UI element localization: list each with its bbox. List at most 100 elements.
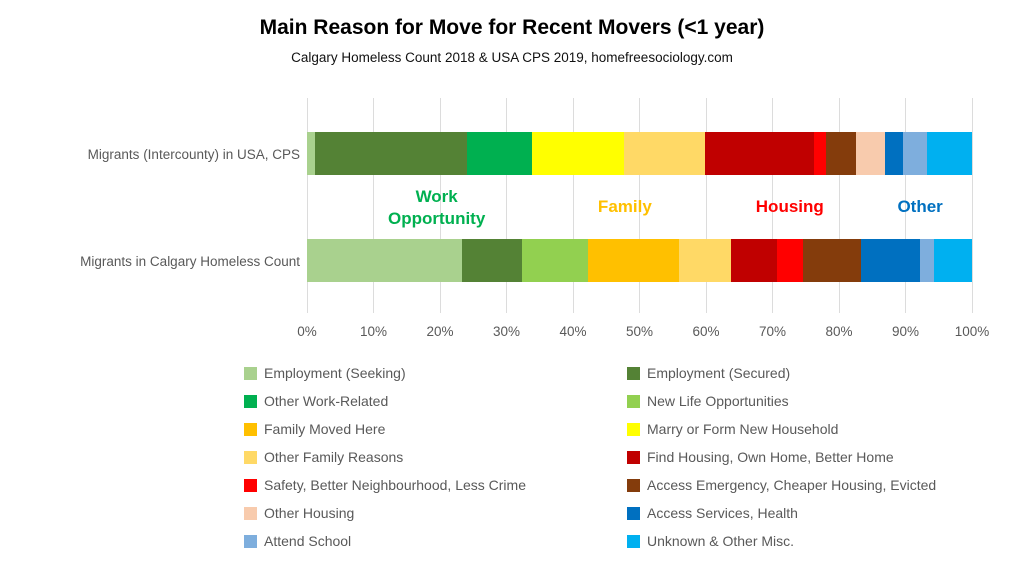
bar-segment	[705, 132, 815, 175]
group-label-other: Other	[897, 197, 943, 216]
x-axis-tick: 40%	[559, 324, 587, 339]
stacked-bar-usa	[307, 132, 973, 175]
legend-label: Marry or Form New Household	[647, 421, 839, 437]
gridline	[838, 98, 840, 313]
legend-label: Other Family Reasons	[264, 449, 404, 465]
x-axis: 0% 10% 20% 30% 40% 50% 60% 70% 80% 90% 100%	[297, 324, 989, 342]
legend-label: Access Services, Health	[647, 505, 798, 521]
bar-segment	[802, 239, 861, 282]
legend-swatch	[627, 534, 640, 548]
legend-label: Find Housing, Own Home, Better Home	[647, 449, 894, 465]
x-axis-tick: 100%	[954, 324, 990, 339]
bar-segment	[307, 132, 315, 175]
gridline	[506, 98, 507, 313]
gridline	[439, 98, 441, 313]
bar-segment	[776, 239, 803, 282]
bar-segment	[521, 239, 588, 282]
legend-item: Access Emergency, Cheaper Housing, Evict…	[627, 471, 1024, 499]
legend-item: Employment (Seeking)	[244, 359, 627, 387]
group-label-work-opportunity: Work Opportunity	[388, 187, 486, 228]
x-axis-tick: 20%	[426, 324, 454, 339]
gridline	[971, 98, 973, 313]
legend-label: Family Moved Here	[264, 421, 386, 437]
bar-segment	[462, 239, 522, 282]
bar-segment	[860, 239, 920, 282]
bar-segment	[884, 132, 903, 175]
group-label-family: Family	[597, 197, 652, 216]
legend-label: New Life Opportunities	[647, 393, 789, 409]
legend-swatch	[627, 366, 640, 380]
x-axis-tick: 10%	[359, 324, 388, 339]
bar-segment	[855, 132, 885, 175]
legend-item: Find Housing, Own Home, Better Home	[627, 443, 1024, 471]
gridline	[705, 98, 707, 313]
legend-item: Access Services, Health	[627, 499, 1024, 527]
legend-item: Family Moved Here	[244, 415, 627, 443]
bar-segment	[587, 239, 679, 282]
legend-swatch	[627, 450, 640, 464]
bar-segment	[902, 132, 927, 175]
legend-item: Unknown & Other Misc.	[627, 527, 1024, 555]
bar-segment	[826, 132, 856, 175]
legend-swatch	[627, 478, 640, 492]
legend-label: Other Housing	[264, 505, 355, 521]
legend-item: Other Work-Related	[244, 387, 627, 415]
bar-segment	[314, 132, 468, 175]
legend-label: Other Work-Related	[264, 393, 389, 409]
legend-item: Other Family Reasons	[244, 443, 627, 471]
x-axis-tick: 90%	[891, 324, 920, 339]
legend-item: Marry or Form New Household	[627, 415, 1024, 443]
legend-swatch	[627, 422, 640, 436]
gridline	[772, 98, 773, 313]
category-label-calgary: Migrants in Calgary Homeless Count	[80, 254, 300, 269]
legend-item: Safety, Better Neighbourhood, Less Crime	[244, 471, 627, 499]
legend-label: Access Emergency, Cheaper Housing, Evict…	[647, 477, 937, 493]
bar-segment	[678, 239, 731, 282]
plot-area: Work Opportunity Family Housing Other	[306, 98, 973, 313]
bar-segment	[532, 132, 624, 175]
gridline	[373, 98, 374, 313]
group-label-housing: Housing	[755, 197, 824, 216]
bar-segment	[920, 239, 934, 282]
legend-swatch	[244, 450, 257, 464]
legend-item: Employment (Secured)	[627, 359, 1024, 387]
legend-swatch	[627, 506, 640, 520]
legend-swatch	[244, 366, 257, 380]
chart-subtitle: Calgary Homeless Count 2018 & USA CPS 20…	[291, 50, 733, 65]
x-axis-tick: 70%	[758, 324, 787, 339]
stacked-bar-calgary	[307, 239, 972, 282]
x-axis-tick: 50%	[625, 324, 654, 339]
legend-label: Attend School	[264, 533, 352, 549]
legend-swatch	[627, 394, 640, 408]
legend-label: Employment (Secured)	[647, 365, 791, 381]
chart-title: Main Reason for Move for Recent Movers (…	[259, 16, 765, 39]
x-axis-tick: 80%	[825, 324, 853, 339]
gridline	[572, 98, 574, 313]
category-label-usa: Migrants (Intercounty) in USA, CPS	[87, 147, 300, 162]
bar-segment	[926, 132, 973, 175]
legend-item: Other Housing	[244, 499, 627, 527]
x-axis-tick: 60%	[692, 324, 720, 339]
bar-segment	[623, 132, 706, 175]
legend-item: New Life Opportunities	[627, 387, 1024, 415]
bar-segment	[467, 132, 533, 175]
bar-segment	[307, 239, 463, 282]
bar-segment	[730, 239, 777, 282]
gridline	[306, 98, 308, 313]
legend-label: Unknown & Other Misc.	[647, 533, 795, 549]
legend-swatch	[244, 422, 257, 436]
gridline	[905, 98, 906, 313]
x-axis-tick: 0%	[297, 324, 317, 339]
legend-swatch	[244, 394, 257, 408]
legend-swatch	[244, 478, 257, 492]
legend-label: Safety, Better Neighbourhood, Less Crime	[264, 477, 526, 493]
bar-segment	[814, 132, 827, 175]
legend-label: Employment (Seeking)	[264, 365, 406, 381]
legend-swatch	[244, 534, 257, 548]
legend-swatch	[244, 506, 257, 520]
gridline	[639, 98, 640, 313]
legend: Employment (Seeking) Other Work-Related Fa…	[244, 359, 1024, 555]
x-axis-tick: 30%	[492, 324, 521, 339]
legend-item: Attend School	[244, 527, 627, 555]
bar-segment	[934, 239, 972, 282]
